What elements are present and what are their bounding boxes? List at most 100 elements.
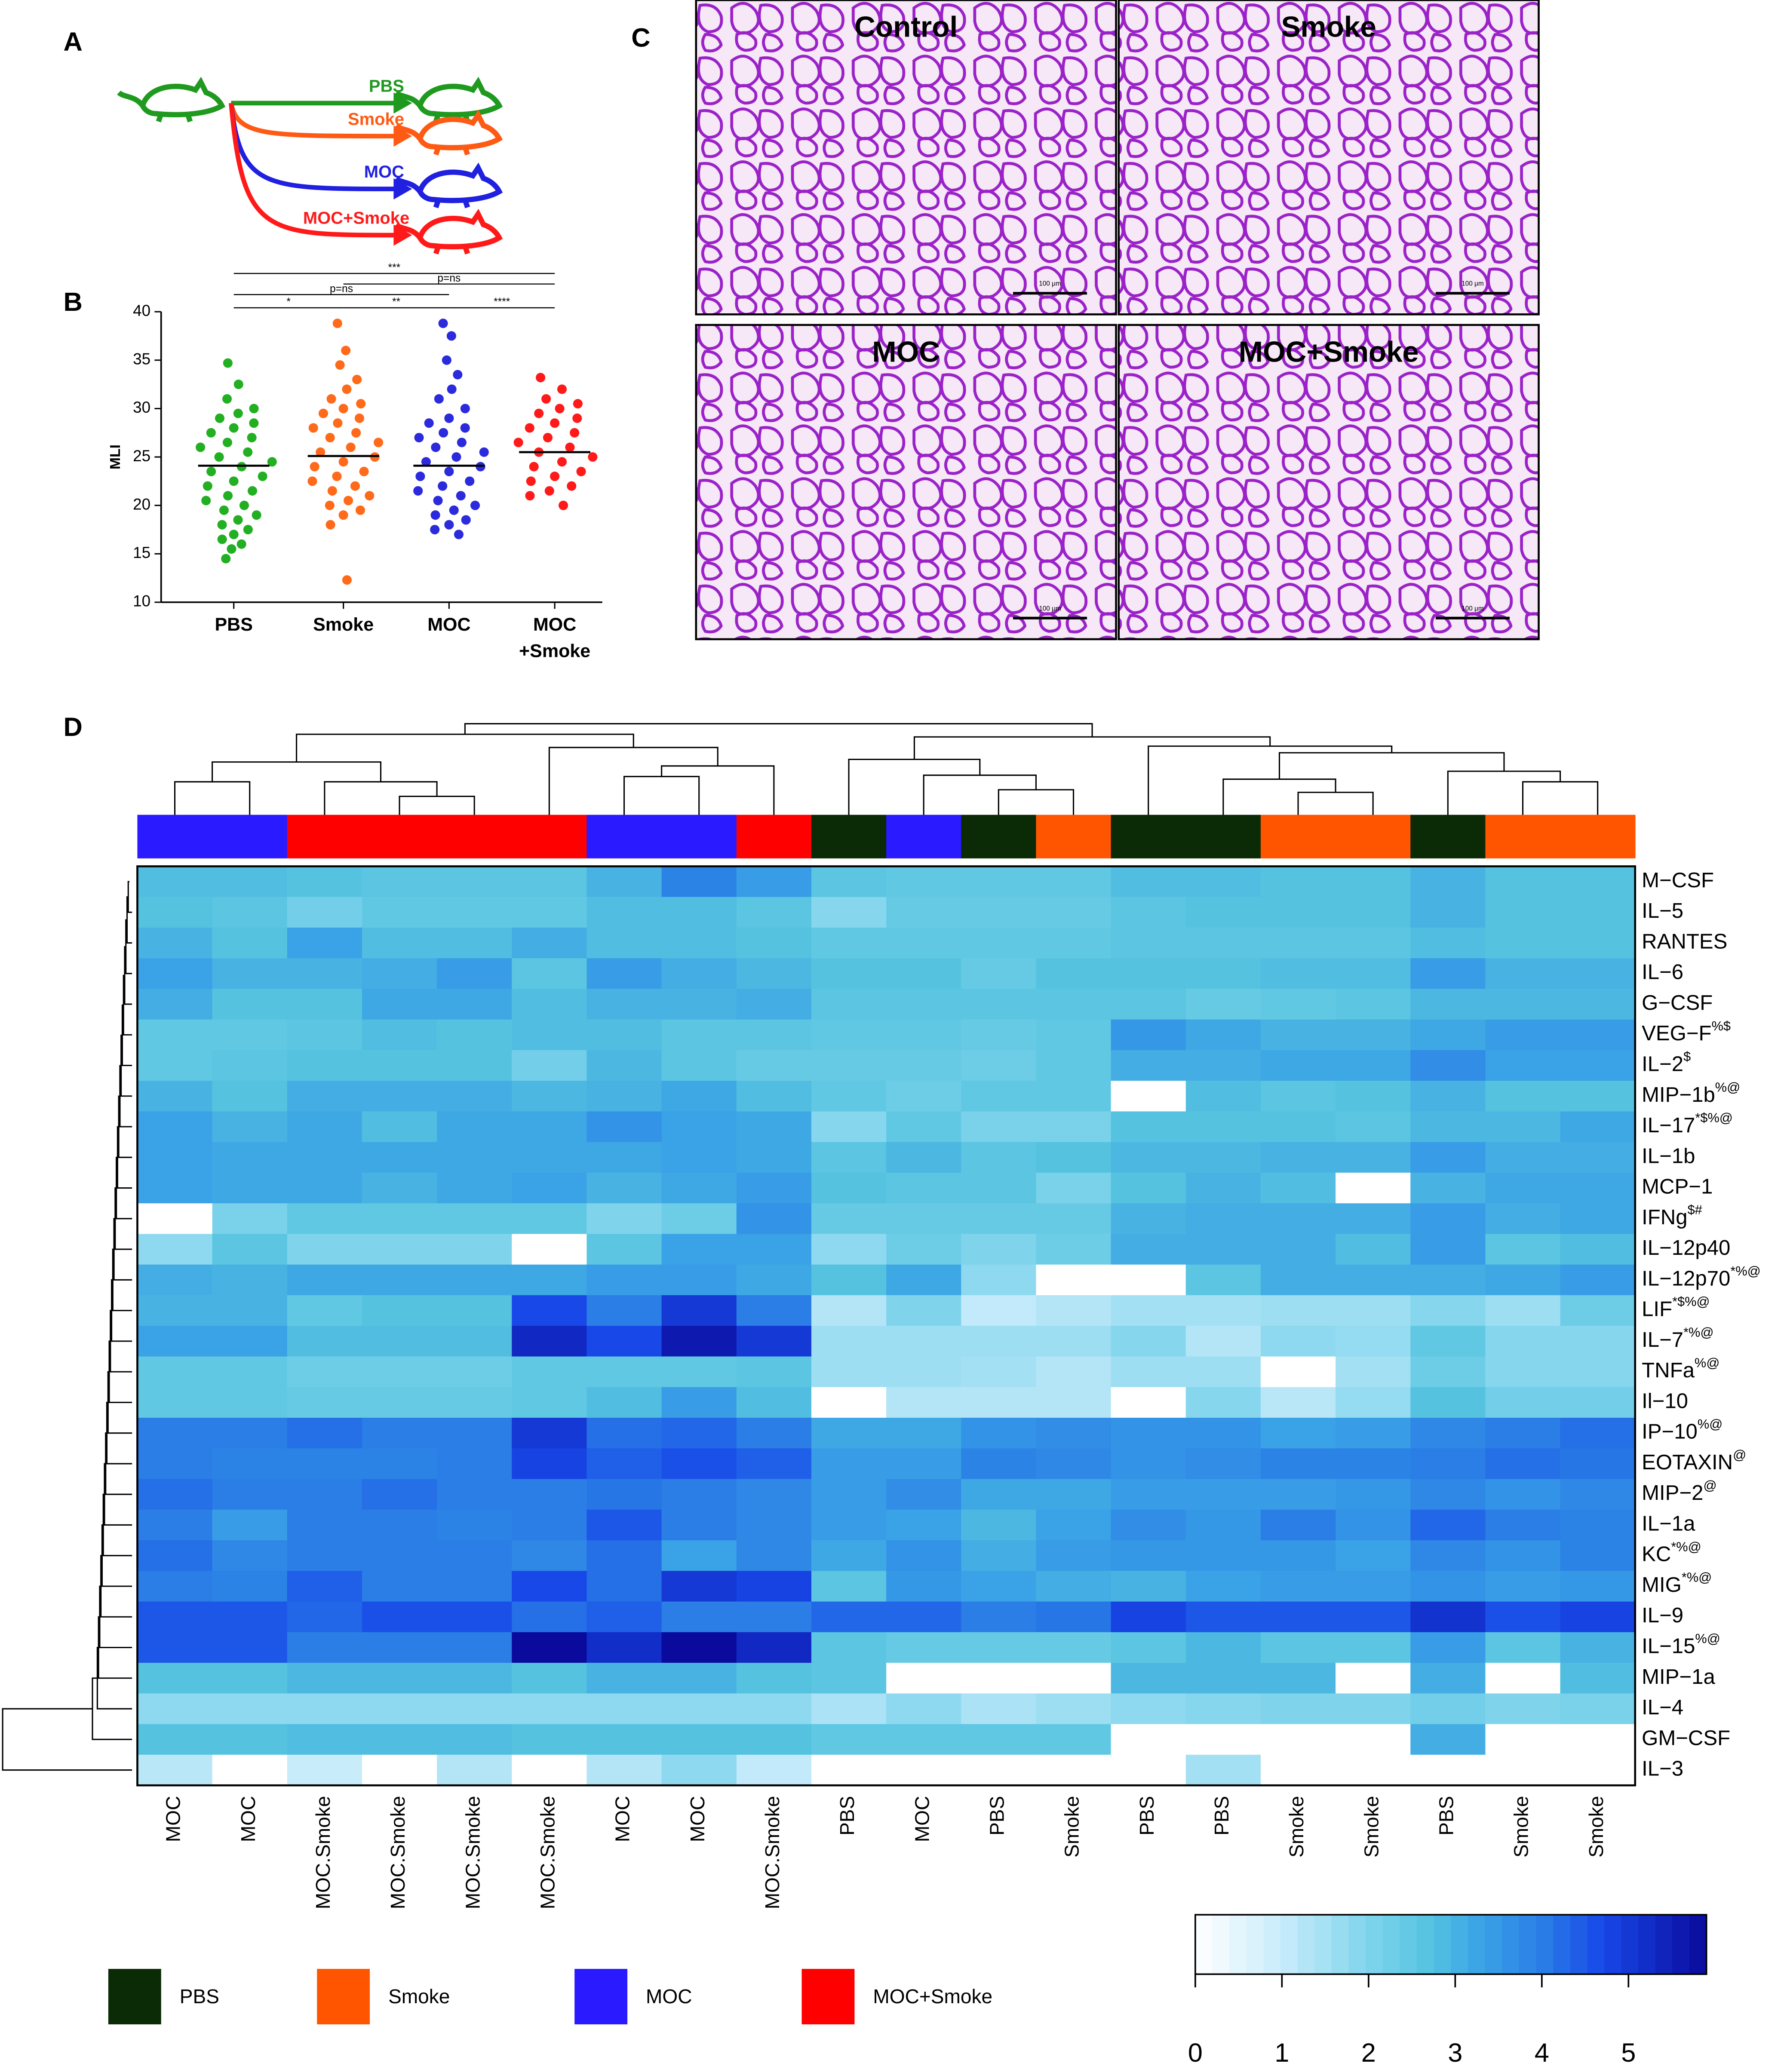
colorbar-step (1519, 1915, 1537, 1974)
heatmap-frame (136, 865, 1637, 1787)
colorbar-step (1553, 1915, 1571, 1974)
heatmap-cell (811, 1693, 887, 1725)
heatmap-cell (1485, 897, 1561, 928)
column-label: MOC.Smoke (761, 1796, 783, 1910)
heatmap-cell (212, 1540, 288, 1572)
heatmap-cell (512, 1172, 587, 1204)
panel-c: C Control 100 μm Smoke 100 μm MOC 100 μm MOC+S… (631, 0, 1540, 641)
heatmap-cell (137, 1142, 213, 1173)
heatmap-cell (1336, 989, 1411, 1020)
heatmap-cell (1111, 927, 1186, 959)
heatmap-cell (1485, 1724, 1561, 1755)
heatmap-cell (1185, 1693, 1261, 1725)
heatmap-cell (212, 1724, 288, 1755)
heatmap-cell (1036, 1295, 1112, 1327)
data-point (572, 413, 582, 423)
heatmap-cell (362, 1111, 438, 1143)
heatmap-cell (137, 1203, 213, 1235)
group-bar (137, 815, 213, 858)
heatmap-cell (1560, 958, 1636, 990)
row-label: MCP−1 (1642, 1175, 1713, 1198)
mouse-icon (396, 115, 500, 154)
colorbar-step (1621, 1915, 1639, 1974)
legend-label: MOC+Smoke (873, 1985, 992, 2008)
data-point (341, 346, 351, 356)
heatmap-cell (1485, 1571, 1561, 1602)
heatmap-cell (1036, 1387, 1112, 1418)
heatmap-cell (1336, 1203, 1411, 1235)
y-tick-label: 20 (133, 495, 150, 513)
heatmap-cell (961, 1019, 1037, 1051)
row-label: IFNg$# (1642, 1202, 1702, 1229)
heatmap-cell (287, 1081, 362, 1112)
heatmap-cell (362, 958, 438, 990)
heatmap-cell (961, 1540, 1037, 1572)
group-bar (1485, 815, 1561, 858)
data-point (444, 466, 454, 476)
heatmap-cell (661, 866, 737, 898)
heatmap-cell (1410, 1663, 1486, 1694)
heatmap-cell (362, 1509, 438, 1541)
heatmap-cell (1560, 1264, 1636, 1296)
heatmap-cell (1336, 1019, 1411, 1051)
heatmap-cell (437, 1418, 513, 1449)
heatmap-cell (961, 1479, 1037, 1510)
heatmap-cell (811, 958, 887, 990)
data-point (239, 500, 249, 510)
data-point (243, 447, 253, 457)
heatmap-cell (1410, 1509, 1486, 1541)
heatmap-cell (137, 1693, 213, 1725)
heatmap-cell (1036, 1540, 1112, 1572)
heatmap-cell (661, 1356, 737, 1388)
colorbar-frame (1194, 1914, 1707, 1975)
column-label: MOC.Smoke (312, 1796, 334, 1910)
colorbar-step (1195, 1915, 1213, 1974)
heatmap-cell (736, 1172, 812, 1204)
heatmap-cell (212, 1203, 288, 1235)
heatmap-cell (1560, 1172, 1636, 1204)
legend-label: PBS (180, 1985, 219, 2008)
heatmap-cell (1111, 1019, 1186, 1051)
heatmap-cell (362, 1724, 438, 1755)
data-point (236, 539, 246, 549)
heatmap-cell (886, 1418, 962, 1449)
heatmap-cell (1111, 1264, 1186, 1296)
heatmap-cell (1260, 1019, 1336, 1051)
heatmap-cell (287, 1693, 362, 1725)
heatmap-cell (1410, 1081, 1486, 1112)
heatmap-cell (437, 1479, 513, 1510)
data-point (479, 447, 489, 457)
heatmap-cell (1260, 1479, 1336, 1510)
heatmap-cell (1111, 1448, 1186, 1480)
heatmap-cell (212, 1081, 288, 1112)
heatmap-cell (961, 1509, 1037, 1541)
heatmap-cell (1485, 1601, 1561, 1633)
heatmap-cell (1185, 1111, 1261, 1143)
heatmap-cell (1560, 866, 1636, 898)
heatmap-cell (1185, 1050, 1261, 1082)
heatmap-cell (886, 1295, 962, 1327)
heatmap-cell (1260, 1142, 1336, 1173)
colorbar-step (1468, 1915, 1486, 1974)
mouse-icon (396, 82, 500, 122)
heatmap-cell (736, 1448, 812, 1480)
heatmap-cell (961, 1571, 1037, 1602)
heatmap-cell (1111, 1479, 1186, 1510)
heatmap-cell (586, 1295, 662, 1327)
heatmap-cell (1485, 989, 1561, 1020)
heatmap-cell (586, 1326, 662, 1357)
heatmap-cell (137, 1724, 213, 1755)
y-tick-label: 40 (133, 302, 150, 319)
heatmap-cell (512, 1571, 587, 1602)
heatmap-cell (362, 1295, 438, 1327)
heatmap-cell (437, 1172, 513, 1204)
heatmap-cell (437, 1081, 513, 1112)
heatmap-cell (287, 1540, 362, 1572)
heatmap-cell (586, 1571, 662, 1602)
heatmap-cell (586, 1234, 662, 1265)
heatmap-cell (1260, 1540, 1336, 1572)
comparison-label: p=ns (330, 283, 353, 294)
data-point (355, 505, 365, 515)
heatmap-cell (586, 1111, 662, 1143)
